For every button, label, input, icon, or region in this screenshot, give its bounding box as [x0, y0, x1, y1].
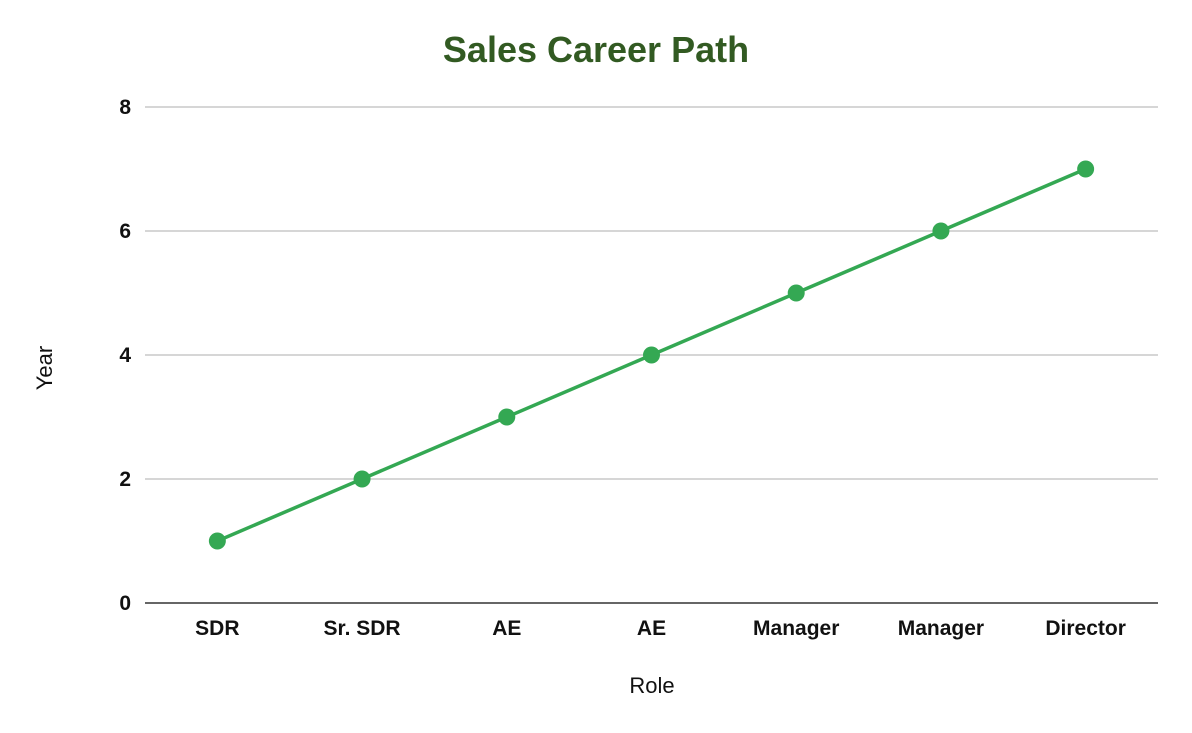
y-tick-label: 4 — [119, 344, 131, 367]
data-point — [787, 284, 805, 302]
y-tick-label: 8 — [119, 96, 131, 119]
y-axis-ticks: 0 2 4 6 8 — [119, 96, 131, 615]
x-axis-title: Role — [629, 673, 674, 698]
y-axis-title: Year — [32, 346, 57, 390]
y-tick-label: 2 — [119, 468, 131, 491]
y-tick-label: 6 — [119, 220, 131, 243]
y-tick-label: 0 — [119, 592, 131, 615]
x-tick-label: AE — [492, 617, 521, 640]
data-point — [498, 408, 516, 426]
x-axis-ticks: SDR Sr. SDR AE AE Manager Manager Director — [195, 617, 1126, 640]
x-tick-label: Director — [1045, 617, 1126, 640]
x-tick-label: Manager — [898, 617, 984, 640]
x-tick-label: SDR — [195, 617, 239, 640]
x-tick-label: Sr. SDR — [324, 617, 401, 640]
data-point — [932, 222, 950, 240]
x-tick-label: Manager — [753, 617, 839, 640]
gridlines — [145, 106, 1158, 604]
chart-title: Sales Career Path — [443, 29, 749, 70]
series-group — [208, 160, 1095, 550]
x-tick-label: AE — [637, 617, 666, 640]
data-point — [643, 346, 660, 364]
data-point — [1077, 160, 1095, 178]
data-point — [208, 532, 226, 550]
data-point — [353, 470, 371, 488]
